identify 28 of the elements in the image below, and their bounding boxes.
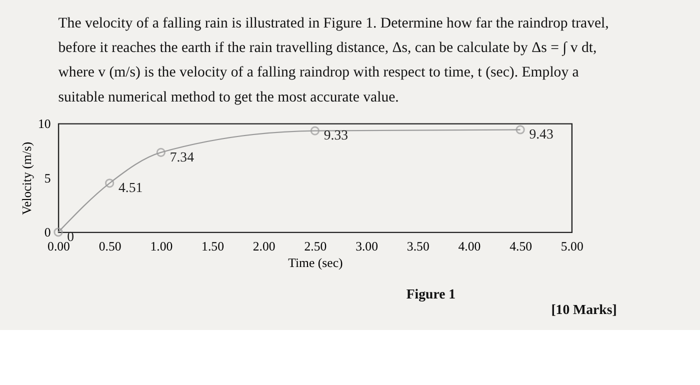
x-tick-label: 0.00: [48, 239, 70, 254]
point: [105, 178, 114, 188]
data-label: 7.34: [170, 149, 194, 164]
x-tick-label: 0.50: [98, 239, 122, 254]
point: [516, 125, 525, 134]
x-tick-label: 3.00: [356, 239, 378, 254]
y-tick-label: 5: [44, 171, 51, 186]
x-axis-title: Time (sec): [288, 256, 343, 270]
text: The velocity of a falling rain is illustrated in Figure 1. Determine how far the raindrop travel, before it reaches the earth if the rain travelling distance, Δs, can be calculate by Δs = ∫ v dt, where v (m/s) is the velocity of a falling raindrop with respect to time, t (sec). Employ a suitable numerical method to get the most accurate value.: [58, 15, 609, 106]
caption: Figure 1: [406, 286, 456, 302]
text: [10 Marks]: [551, 302, 617, 318]
x-tick-label: 1.00: [150, 239, 173, 254]
data-label: 9.33: [324, 128, 348, 143]
point: [54, 228, 63, 237]
y-tick-label: 0: [44, 226, 51, 240]
x-tick-label: 1.50: [202, 239, 224, 254]
y-tick-label: 10: [38, 116, 51, 131]
x-tick-label: 4.00: [458, 239, 481, 254]
x-tick-label: 5.00: [560, 239, 584, 254]
x-tick-label: 2.50: [304, 239, 327, 254]
data-label: 4.51: [118, 180, 143, 196]
point: [310, 126, 320, 136]
x-tick-label: 3.50: [406, 239, 430, 254]
x-tick-label: 4.50: [510, 239, 532, 254]
data-label: 9.43: [529, 126, 554, 142]
point: [156, 148, 166, 157]
y-axis-title: Velocity (m/s): [20, 142, 34, 215]
x-tick-label: 2.00: [252, 239, 276, 254]
